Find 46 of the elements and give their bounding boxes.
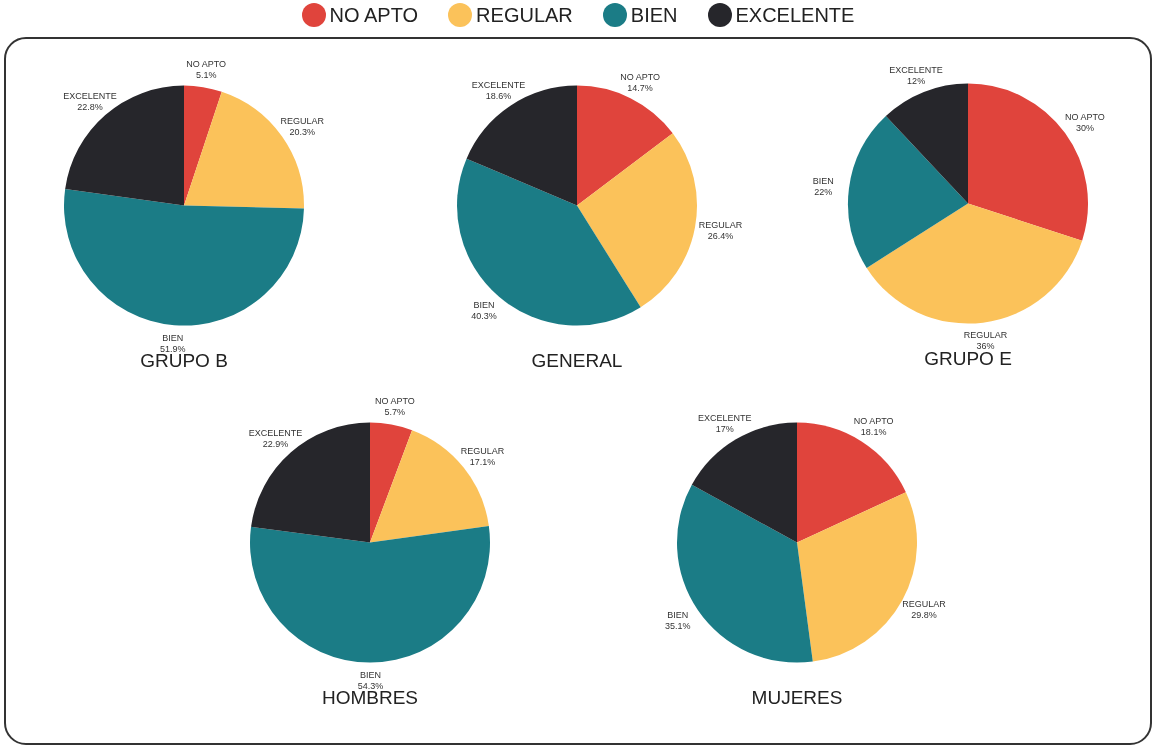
data-label: 51.9% <box>159 343 186 354</box>
text: GENERAL <box>531 349 623 371</box>
slice-label: REGULAR <box>698 220 743 231</box>
data-label: 54.3% <box>357 681 384 692</box>
data-label: 12% <box>907 75 926 86</box>
data-label: 18.1% <box>860 426 887 437</box>
text: MUJERES <box>751 686 843 708</box>
legend-label: EXCELENTE <box>735 3 855 27</box>
slice-label: REGULAR <box>280 115 325 126</box>
data-label: 29.8% <box>911 609 937 620</box>
data-label: 14.7% <box>627 82 653 93</box>
data-label: 35.1% <box>664 621 691 632</box>
slice-label: REGULAR <box>902 598 947 609</box>
data-label: 17.1% <box>469 456 496 467</box>
slice-label: NO APTO <box>620 71 661 82</box>
data-label: 5.7% <box>384 407 406 418</box>
data-label: 22.8% <box>77 101 103 112</box>
slice-label: EXCELENTE <box>471 79 526 90</box>
data-label: 22% <box>814 186 833 197</box>
slice-label: BIEN <box>812 175 834 186</box>
data-label: 17% <box>715 424 734 435</box>
slice-label: BIEN <box>359 670 381 681</box>
slice-label: NO APTO <box>1064 111 1105 122</box>
slice-label: BIEN <box>667 610 689 621</box>
slice-label: EXCELENTE <box>248 428 303 439</box>
slice-label: NO APTO <box>374 396 415 407</box>
slice-label: NO APTO <box>853 415 894 426</box>
slice-label: BIEN <box>473 300 495 311</box>
slice-label: BIEN <box>162 332 184 343</box>
legend-label: REGULAR <box>476 3 573 27</box>
legend-label: BIEN <box>630 3 678 27</box>
data-label: 36% <box>976 341 995 351</box>
slice-label: REGULAR <box>460 445 505 456</box>
data-label: 30% <box>1075 122 1094 133</box>
data-label: 22.9% <box>262 439 289 450</box>
slice-label: EXCELENTE <box>889 64 943 75</box>
legend-label: NO APTO <box>329 3 419 27</box>
data-label: 20.3% <box>289 126 315 137</box>
slice-label: REGULAR <box>963 330 1008 340</box>
data-label: 18.6% <box>485 90 512 101</box>
slice-label: NO APTO <box>186 58 227 69</box>
slice-label: EXCELENTE <box>697 413 752 424</box>
data-label: 26.4% <box>707 231 734 242</box>
slice-label: EXCELENTE <box>63 90 117 101</box>
data-label: 5.1% <box>195 69 217 80</box>
data-label: 40.3% <box>471 311 497 322</box>
